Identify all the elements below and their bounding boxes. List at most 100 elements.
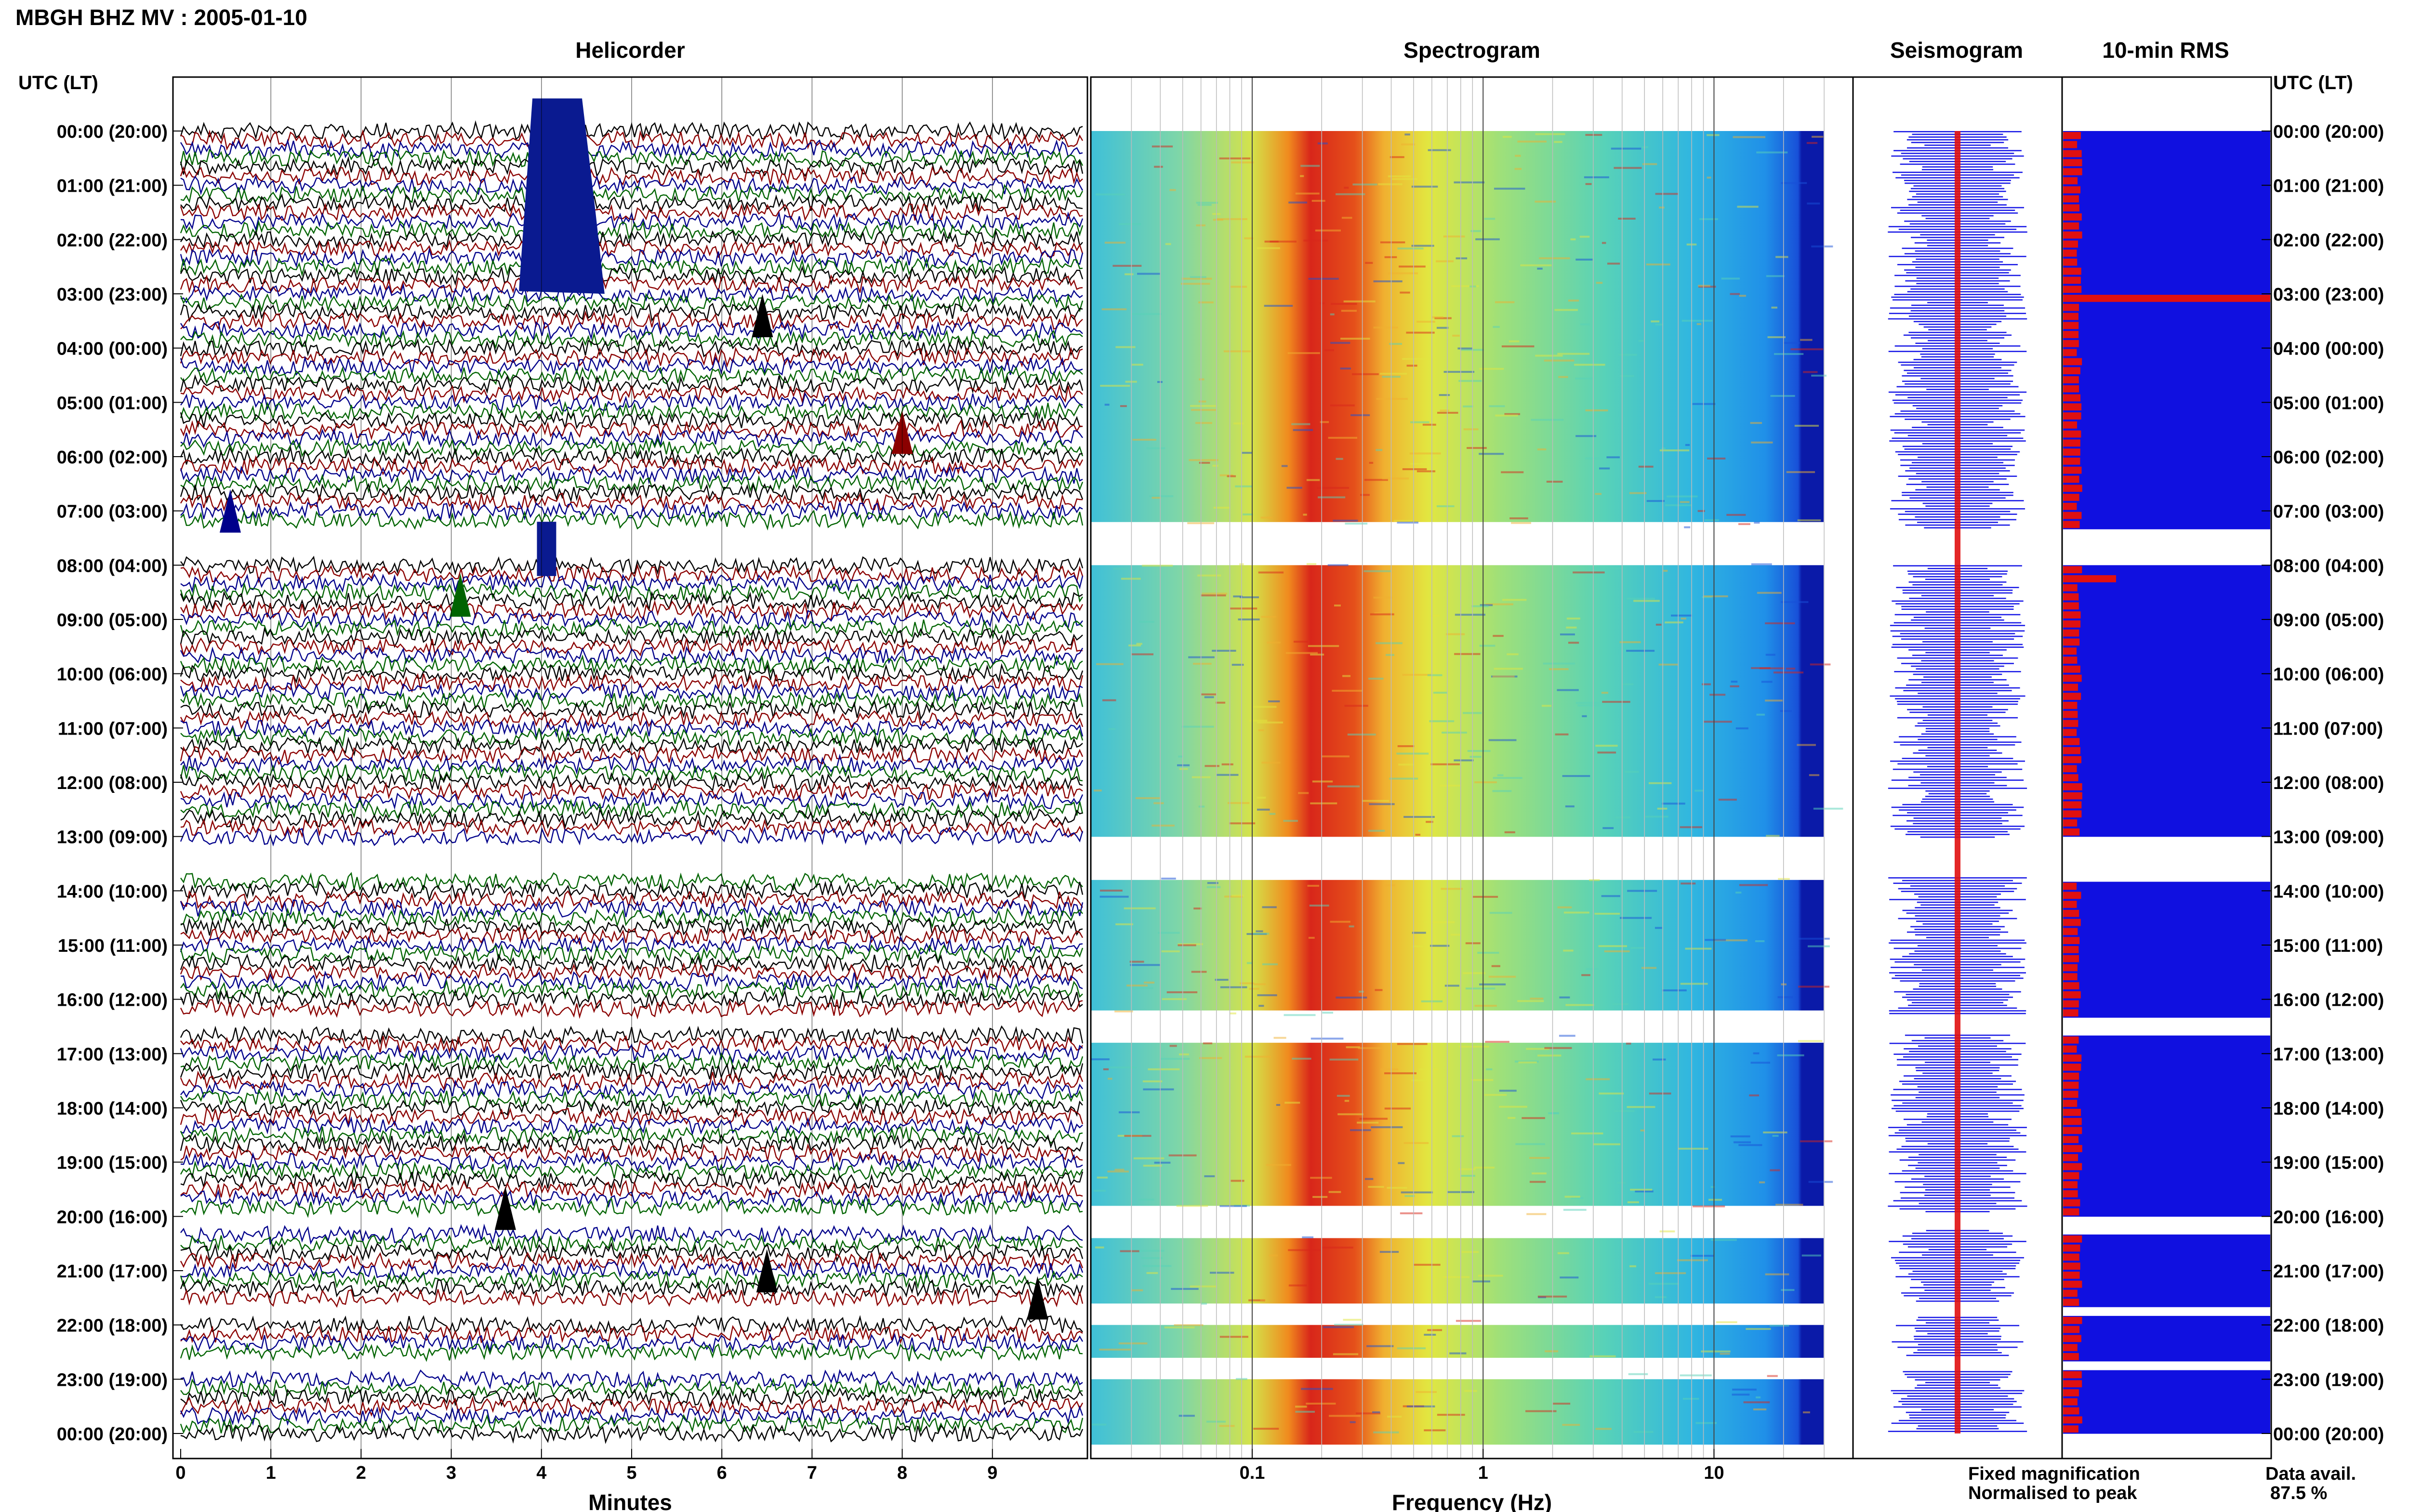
spectrogram-streak [1436,327,1449,329]
spectrogram-streak [1403,1142,1429,1144]
right-time-label: 22:00 (18:00) [2273,1316,2384,1336]
spectrogram-streak [1317,486,1350,489]
spectrogram-streak [1427,674,1443,676]
spectrogram-band [1091,500,1824,512]
right-time-label: 09:00 (05:00) [2273,610,2384,631]
spectrogram-streak [1423,921,1455,923]
spectrogram-streak [1563,1209,1587,1211]
rms-blue-bar [2063,520,2270,529]
spectrogram-streak [1648,1283,1679,1285]
spectrogram-streak [1428,149,1451,151]
spectrogram-streak [1593,1143,1621,1145]
rms-blue-bar [2063,1117,2270,1127]
spectrogram-streak [1104,241,1126,244]
rms-red-bar [2063,1109,2081,1116]
rms-red-bar [2063,1163,2082,1170]
spectrogram-streak [1401,1191,1433,1194]
rms-red-bar [2063,1054,2082,1062]
spectrogram-streak [1754,522,1760,524]
rms-red-bar [2063,801,2082,809]
spectrogram-gridlines [1090,77,1825,1459]
spectrogram-band [1091,218,1824,229]
spectrogram-streak [1201,693,1217,696]
spectrogram-streak [1364,1178,1374,1180]
spectrogram-streak [1198,400,1206,403]
spectrogram-streak [1624,771,1639,773]
spectrogram-streak [1114,1169,1125,1171]
spectrogram-streak [1181,725,1214,728]
spectrogram-streak [1293,429,1313,431]
spectrogram-streak [1347,733,1376,736]
spectrogram-band [1091,326,1824,338]
data-availability-label: Data avail. [2265,1464,2356,1484]
spectrogram-streak [1491,965,1500,967]
spectrogram-streak [1684,526,1691,528]
seismogram-peak-line [1955,131,1960,1433]
rms-blue-bar [2063,375,2270,385]
spectrogram-streak [1379,1251,1399,1253]
rms-red-bar [2063,1208,2079,1216]
spectrogram-streak [1303,239,1328,242]
spectrogram-streak [1318,496,1346,499]
spectrogram-streak [1397,521,1418,524]
spectrogram-band [1091,738,1824,750]
spectrogram-streak [1095,1246,1104,1249]
spectrogram-streak [1378,183,1403,185]
spectrogram-streak [1281,465,1288,467]
spectrogram-streak [1308,645,1339,647]
spectrogram-streak [1219,474,1233,476]
spectrogram-streak [1443,371,1475,373]
spectrogram-streak [1284,1014,1316,1016]
rms-blue-bar [2063,1071,2270,1081]
spectrogram-streak [1780,710,1792,712]
spectrogram-streak [1166,991,1198,994]
left-time-label: 04:00 (00:00) [57,339,168,359]
spectrogram-streak [1227,475,1236,477]
spectrogram-streak [1735,727,1748,730]
spectrogram-band [1091,1260,1824,1271]
rms-blue-bar [2063,312,2270,321]
rms-blue-bar [2063,447,2270,457]
rms-red-bar [2063,512,2082,519]
spectrogram-streak [1142,1080,1163,1083]
rms-red-bar [2063,204,2079,211]
spectrogram-streak [1199,461,1210,464]
spectrogram-streak [1606,456,1620,459]
spectrogram-streak [1602,701,1630,703]
spectrogram-streak [1287,352,1320,355]
rms-blue-bar [2063,664,2270,674]
left-time-label: 17:00 (13:00) [57,1044,168,1065]
spectrogram-streak [1327,785,1360,788]
spectrogram-streak [1264,240,1297,243]
spectrogram-streak [1165,243,1171,245]
rms-blue-bar [2063,764,2270,774]
rms-red-bar [2063,1000,2079,1008]
minutes-axis-label: Minutes [588,1490,672,1512]
rms-red-bar [2063,1280,2082,1288]
spectrogram-streak [1488,739,1517,741]
spectrogram-streak [1772,1135,1779,1137]
spectrogram-streak [1430,945,1450,947]
spectrogram-streak [1113,567,1128,570]
spectrogram-streak [1595,745,1618,747]
spectrogram-streak [1171,1288,1199,1290]
rms-red-bar [2063,937,2080,944]
spectrogram-streak [1306,1403,1336,1405]
right-time-label: 02:00 (22:00) [2273,230,2384,250]
spectrogram-streak [1653,1058,1666,1061]
minutes-tick-label: 9 [987,1463,997,1483]
spectrogram-band [1091,1379,1824,1391]
spectrogram-band [1091,272,1824,284]
spectrogram-streak [1350,1421,1356,1423]
spectrogram-streak [1253,933,1270,935]
spectrogram-streak [1773,671,1804,674]
spectrogram-streak [1537,1054,1562,1057]
spectrogram-streak [1599,1092,1624,1095]
helicorder-event-burst [537,522,556,576]
spectrogram-streak [1769,1325,1789,1327]
spectrogram-streak [1410,421,1430,423]
spectrogram-streak [1549,668,1569,671]
rms-blue-bar [2063,221,2270,231]
spectrogram-streak [1767,336,1786,339]
spectrogram-streak [1176,1205,1208,1207]
